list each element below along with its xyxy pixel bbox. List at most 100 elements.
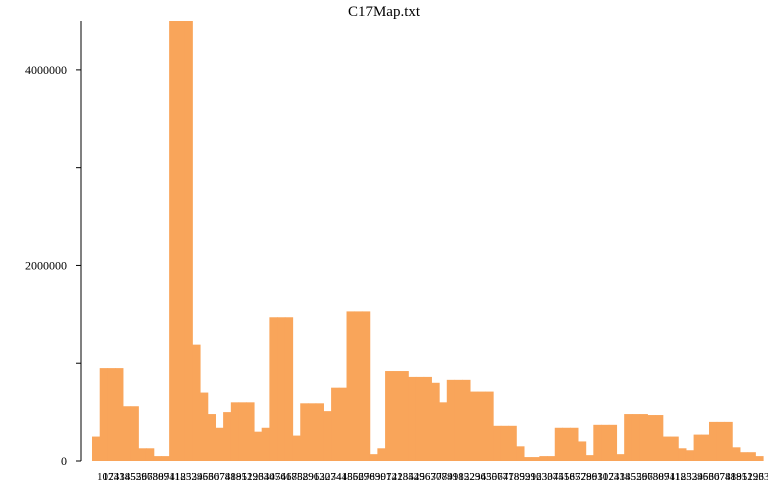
bar	[439, 402, 448, 461]
bar	[678, 448, 687, 461]
x-tick-label: 65	[570, 471, 582, 480]
bar	[570, 427, 579, 461]
x-tick-label: 99	[525, 471, 537, 480]
bar	[493, 425, 502, 461]
bar	[477, 391, 486, 461]
x-tick-label: 31	[114, 471, 125, 480]
bar	[253, 431, 263, 461]
x-tick-label: 13	[314, 471, 326, 480]
x-tick-label: 94	[664, 471, 676, 480]
x-tick-label: 80	[653, 471, 665, 480]
bar	[315, 403, 324, 461]
axes-group: 0200000040000001017243138455259667380879…	[25, 21, 768, 480]
x-tick-label: 11	[670, 471, 681, 480]
x-tick-label: 92	[519, 471, 530, 480]
x-tick-label: 16	[531, 471, 543, 480]
x-tick-label: 46	[197, 471, 209, 480]
x-tick-label: 24	[608, 471, 620, 480]
bar	[277, 317, 286, 461]
x-tick-label: 70	[431, 471, 443, 480]
x-tick-label: 76	[364, 471, 376, 480]
x-tick-label: 79	[581, 471, 593, 480]
bar	[192, 344, 201, 461]
bar	[184, 21, 193, 461]
bar	[685, 450, 695, 461]
bar	[469, 391, 479, 461]
x-tick-label: 34	[331, 471, 343, 480]
bar	[431, 382, 440, 461]
x-tick-label: 81	[725, 471, 736, 480]
x-tick-label: 67	[214, 471, 226, 480]
bar	[593, 424, 602, 461]
bar	[647, 415, 656, 461]
x-tick-label: 81	[225, 471, 236, 480]
x-tick-label: 83	[369, 471, 381, 480]
x-tick-label: 29	[469, 471, 481, 480]
bar	[508, 425, 517, 461]
x-tick-label: 86	[586, 471, 598, 480]
x-tick-label: 95	[236, 471, 248, 480]
bar	[130, 406, 139, 461]
x-tick-label: 21	[392, 471, 403, 480]
bar	[616, 454, 625, 461]
x-tick-label: 35	[403, 471, 415, 480]
bar	[462, 379, 471, 461]
x-tick-label: 23	[536, 471, 548, 480]
x-tick-label: 56	[419, 471, 431, 480]
bar	[392, 371, 402, 461]
x-tick-label: 38	[620, 471, 632, 480]
x-tick-label: 10	[597, 471, 609, 480]
x-tick-label: 78	[508, 471, 520, 480]
x-tick-label: 28	[397, 471, 409, 480]
bar	[246, 402, 255, 461]
chart-title: C17Map.txt	[348, 4, 421, 20]
x-tick-label: 45	[625, 471, 637, 480]
bar	[631, 414, 641, 461]
bar	[107, 368, 116, 461]
bar	[516, 446, 525, 461]
bars-group	[92, 21, 764, 461]
x-tick-label: 11	[169, 471, 180, 480]
x-tick-label: 97	[381, 471, 393, 480]
bar	[300, 403, 309, 461]
x-tick-label: 87	[658, 471, 670, 480]
bar	[307, 403, 317, 461]
x-tick-label: 20	[319, 471, 331, 480]
x-tick-label: 25	[681, 471, 693, 480]
x-tick-label: 85	[514, 471, 526, 480]
x-tick-label: 14	[386, 471, 398, 480]
y-tick-label: 0	[61, 454, 67, 468]
x-tick-label: 36	[475, 471, 487, 480]
x-tick-label: 96	[308, 471, 320, 480]
x-tick-label: 77	[436, 471, 448, 480]
x-tick-label: 42	[408, 471, 419, 480]
x-tick-label: 15	[458, 471, 470, 480]
x-tick-label: 25	[180, 471, 192, 480]
bar	[554, 427, 564, 461]
x-tick-label: 12	[242, 471, 253, 480]
bar	[199, 392, 209, 461]
x-tick-label: 55	[347, 471, 359, 480]
bar	[238, 402, 247, 461]
x-tick-label: 33	[258, 471, 270, 480]
x-tick-label: 61	[280, 471, 291, 480]
x-tick-label: 74	[219, 471, 231, 480]
x-tick-label: 93	[592, 471, 604, 480]
x-tick-label: 18	[675, 471, 687, 480]
bar	[415, 376, 425, 461]
x-tick-label: 73	[647, 471, 659, 480]
bar	[269, 317, 278, 461]
bar	[92, 436, 101, 461]
bar	[485, 391, 494, 461]
bar	[99, 368, 109, 461]
bar	[755, 456, 764, 461]
x-tick-label: 66	[142, 471, 154, 480]
x-tick-label: 30	[542, 471, 554, 480]
bar	[693, 434, 702, 461]
x-tick-label: 33	[758, 471, 768, 480]
bar	[338, 387, 348, 461]
x-tick-label: 24	[108, 471, 120, 480]
x-tick-label: 91	[447, 471, 458, 480]
x-tick-label: 48	[342, 471, 354, 480]
bar	[562, 427, 571, 461]
